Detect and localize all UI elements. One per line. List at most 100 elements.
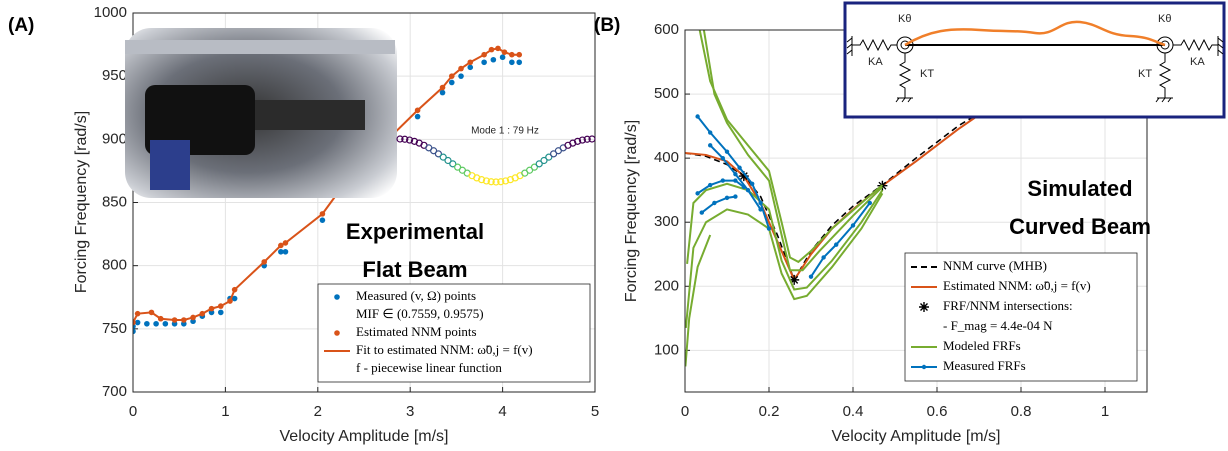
y-tick-label: 100 xyxy=(654,341,679,358)
mode-point xyxy=(482,177,490,185)
data-point xyxy=(153,320,159,327)
data-point xyxy=(231,295,238,302)
beam-inset xyxy=(843,1,1226,119)
inset-label: KA xyxy=(868,56,883,68)
data-point xyxy=(319,217,326,223)
y-axis-label: Forcing Frequency [rad/s] xyxy=(73,111,90,293)
legend-box xyxy=(317,283,591,383)
chart: 0 1 2 3 4 5 700 750 800 850 900 950 1000 Velocity Amp… xyxy=(73,4,599,445)
mode-point xyxy=(473,174,481,182)
data-point xyxy=(737,165,742,170)
y-tick-label: 900 xyxy=(102,130,127,147)
data-point xyxy=(821,255,826,260)
mode-point xyxy=(578,136,587,144)
data-point xyxy=(745,187,751,193)
series-line xyxy=(685,86,1022,282)
data-point xyxy=(509,59,515,66)
mode-point xyxy=(502,177,510,185)
series-line xyxy=(698,30,884,264)
data-point xyxy=(733,171,738,177)
x-tick-label: 0.6 xyxy=(927,403,948,420)
legend-box xyxy=(904,252,1138,382)
mode-point xyxy=(573,137,582,145)
data-point xyxy=(733,178,738,183)
y-tick-label: 300 xyxy=(654,213,679,230)
data-layer xyxy=(685,30,1022,367)
series-line xyxy=(686,182,884,291)
data-point xyxy=(733,194,738,199)
data-point xyxy=(695,191,700,196)
x-axis-label: Velocity Amplitude [m/s] xyxy=(280,428,449,445)
mode-point xyxy=(406,136,414,144)
data-point xyxy=(439,89,446,96)
data-point xyxy=(766,226,772,231)
panel-label: (A) xyxy=(8,15,34,36)
inset-label: KA xyxy=(1190,56,1205,68)
data-point xyxy=(712,200,717,206)
x-tick-label: 0 xyxy=(129,403,137,420)
axes-box xyxy=(132,12,596,393)
x-tick-label: 3 xyxy=(406,403,414,420)
legend-marker xyxy=(921,364,927,370)
mode-shape xyxy=(396,135,596,186)
data-point xyxy=(850,223,856,228)
legend-label: Estimated NNM points xyxy=(356,324,477,339)
data-point xyxy=(458,73,464,79)
y-tick-label: 850 xyxy=(102,193,127,210)
legend-label: Measured FRFs xyxy=(943,358,1026,373)
x-tick-label: 0.4 xyxy=(843,403,864,420)
data-point xyxy=(724,195,730,201)
y-tick-label: 800 xyxy=(102,257,127,274)
data-point xyxy=(708,182,713,188)
data-point xyxy=(708,143,713,148)
series-line xyxy=(685,192,884,329)
y-axis-label: Forcing Frequency [rad/s] xyxy=(623,120,640,302)
inset-labels: Kθ Kθ KA KA KT KT xyxy=(868,13,1205,80)
mode-point xyxy=(487,178,495,186)
series-line xyxy=(133,47,520,323)
y-tick-label: 600 xyxy=(654,21,679,38)
y-tick-label: 950 xyxy=(102,67,127,84)
x-axis-label: Velocity Amplitude [m/s] xyxy=(832,428,1001,445)
data-point xyxy=(741,184,746,190)
x-tick-label: 0 xyxy=(681,403,689,420)
series-line xyxy=(709,144,762,210)
data-point xyxy=(708,130,713,135)
data-point xyxy=(467,64,474,71)
data-point xyxy=(144,320,150,327)
legend-note: - F_mag = 4.4e-04 N xyxy=(943,318,1053,333)
inset-label: Kθ xyxy=(898,13,911,25)
inset-title: Mode 1 : 79 Hz xyxy=(471,126,539,137)
y-tick-label: 200 xyxy=(654,277,679,294)
x-tick-label: 0.8 xyxy=(1011,403,1032,420)
photo-inset xyxy=(125,28,397,198)
data-point xyxy=(414,113,421,120)
data-point xyxy=(867,200,872,206)
series-line xyxy=(685,234,712,367)
legend-note: MIF ∈ (0.7559, 0.9575) xyxy=(356,306,484,321)
data-point xyxy=(720,178,725,183)
mode-point xyxy=(540,156,548,165)
inset-label: KT xyxy=(1138,68,1152,80)
mode-point xyxy=(535,160,543,168)
data-point xyxy=(724,149,730,154)
mode-point xyxy=(439,153,447,161)
intersection-marker xyxy=(789,274,800,285)
annotation: Curved Beam xyxy=(1009,214,1151,239)
data-point xyxy=(282,248,289,255)
legend-marker xyxy=(334,330,340,336)
inset-label: Kθ xyxy=(1158,13,1171,25)
legend-note: f - piecewise linear function xyxy=(356,360,502,375)
x-tick-label: 1 xyxy=(221,403,229,420)
annotation: Experimental xyxy=(346,219,484,244)
mode-point xyxy=(434,150,442,158)
y-tick-label: 500 xyxy=(654,85,679,102)
legend-marker xyxy=(334,294,340,300)
x-tick-label: 1 xyxy=(1101,403,1109,420)
mode-point xyxy=(401,135,409,143)
mode-point xyxy=(530,163,539,171)
x-tick-label: 2 xyxy=(314,403,322,420)
legend-label: NNM curve (MHB) xyxy=(943,258,1047,273)
legend-label: Estimated NNM: ω̃0,j = f(v) xyxy=(943,278,1091,293)
